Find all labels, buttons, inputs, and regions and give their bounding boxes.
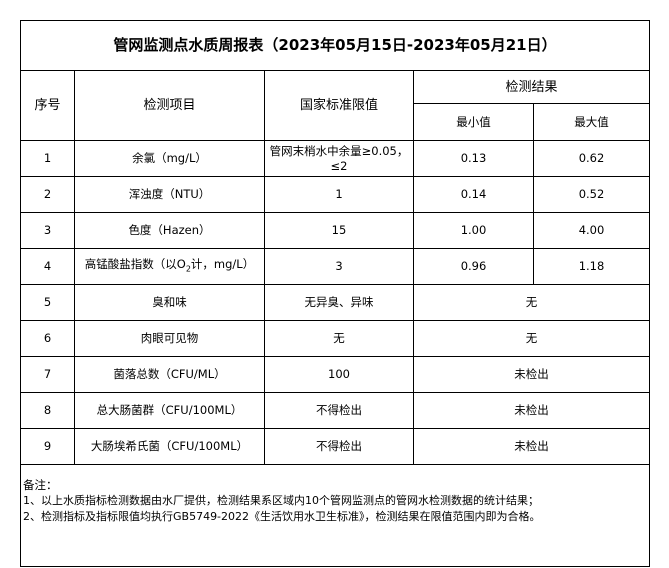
notes: 备注： 1、以上水质指标检测数据由水厂提供，检测结果系区域内10个管网监测点的管… (19, 464, 651, 567)
table-row: 7 菌落总数（CFU/ML） 100 未检出 (20, 356, 651, 393)
header-result: 检测结果 (412, 70, 651, 104)
row-item: 菌落总数（CFU/ML） (74, 356, 265, 393)
report-title: 管网监测点水质周报表（2023年05月15日-2023年05月21日） (19, 20, 651, 71)
row-standard: 无异臭、异味 (264, 284, 414, 321)
header-max: 最大值 (532, 103, 651, 141)
table-row: 9 大肠埃希氏菌（CFU/100ML） 不得检出 未检出 (20, 428, 651, 465)
row-no: 8 (20, 392, 75, 429)
table-row: 4 高锰酸盐指数（以O2计，mg/L） 3 0.96 1.18 (20, 248, 651, 285)
row-standard: 不得检出 (264, 428, 414, 465)
row-item: 臭和味 (74, 284, 265, 321)
header-seq: 序号 (20, 70, 75, 141)
row-no: 7 (20, 356, 75, 393)
row-standard: 3 (264, 248, 414, 285)
row-item: 总大肠菌群（CFU/100ML） (74, 392, 265, 429)
row-max: 0.52 (532, 176, 651, 213)
row-result: 未检出 (412, 392, 651, 429)
row-min: 1.00 (413, 212, 534, 249)
row-item: 色度（Hazen） (74, 212, 265, 249)
report-table: 管网监测点水质周报表（2023年05月15日-2023年05月21日） 序号 检… (19, 20, 651, 567)
row-min: 0.14 (413, 176, 534, 213)
row-no: 1 (20, 140, 75, 177)
table-row: 8 总大肠菌群（CFU/100ML） 不得检出 未检出 (20, 392, 651, 429)
row-result: 无 (412, 284, 651, 321)
row-result: 无 (412, 320, 651, 357)
header-standard: 国家标准限值 (264, 70, 414, 141)
header-item: 检测项目 (74, 70, 265, 141)
item-text-pre: 高锰酸盐指数（以O (84, 256, 186, 271)
row-standard: 1 (264, 176, 414, 213)
water-quality-report: 管网监测点水质周报表（2023年05月15日-2023年05月21日） 序号 检… (19, 20, 651, 567)
row-max: 1.18 (532, 248, 651, 285)
row-result: 未检出 (412, 356, 651, 393)
row-standard: 100 (264, 356, 414, 393)
row-no: 3 (20, 212, 75, 249)
row-standard: 15 (264, 212, 414, 249)
notes-line-2: 2、检测指标及指标限值均执行GB5749-2022《生活饮用水卫生标准》，检测结… (23, 510, 541, 523)
row-max: 0.62 (532, 140, 651, 177)
row-no: 9 (20, 428, 75, 465)
notes-line-1: 1、以上水质指标检测数据由水厂提供，检测结果系区域内10个管网监测点的管网水检测… (23, 494, 539, 507)
table-row: 5 臭和味 无异臭、异味 无 (20, 284, 651, 321)
item-text-post: 计，mg/L） (190, 256, 255, 271)
row-max: 4.00 (532, 212, 651, 249)
row-result: 未检出 (412, 428, 651, 465)
row-standard: 无 (264, 320, 414, 357)
row-item: 余氯（mg/L） (74, 140, 265, 177)
row-item: 浑浊度（NTU） (74, 176, 265, 213)
row-min: 0.13 (413, 140, 534, 177)
row-no: 6 (20, 320, 75, 357)
item-subscript: 2 (185, 264, 191, 274)
row-standard: 不得检出 (264, 392, 414, 429)
table-row: 1 余氯（mg/L） 管网末梢水中余量≥0.05，≤2 0.13 0.62 (20, 140, 651, 177)
table-row: 3 色度（Hazen） 15 1.00 4.00 (20, 212, 651, 249)
table-row: 2 浑浊度（NTU） 1 0.14 0.52 (20, 176, 651, 213)
table-row: 6 肉眼可见物 无 无 (20, 320, 651, 357)
row-no: 2 (20, 176, 75, 213)
notes-heading: 备注： (23, 478, 58, 492)
row-item: 肉眼可见物 (74, 320, 265, 357)
row-item: 高锰酸盐指数（以O2计，mg/L） (74, 248, 265, 285)
row-standard: 管网末梢水中余量≥0.05，≤2 (264, 140, 414, 177)
row-no: 4 (20, 248, 75, 285)
row-item: 大肠埃希氏菌（CFU/100ML） (74, 428, 265, 465)
header-min: 最小值 (413, 103, 534, 141)
row-no: 5 (20, 284, 75, 321)
row-min: 0.96 (413, 248, 534, 285)
